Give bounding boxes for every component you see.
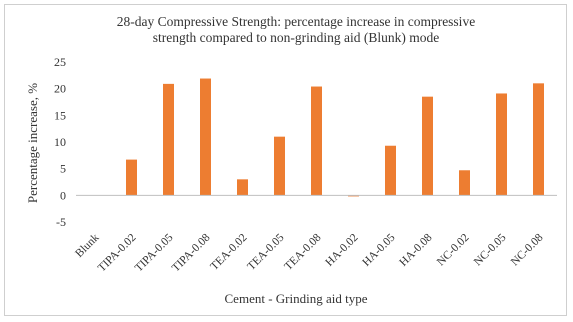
chart-frame — [4, 4, 567, 316]
x-tick-label: Blunk — [73, 231, 102, 260]
y-tick-label: 15 — [54, 108, 66, 122]
x-tick-label: TIPA-0.08 — [170, 231, 213, 274]
y-axis-label: Percentage increase, % — [25, 83, 40, 203]
y-tick-label: 0 — [60, 188, 66, 202]
y-tick-label: 5 — [60, 162, 66, 176]
bar-tea-0-08 — [311, 86, 322, 196]
x-tick-label: HA-0.08 — [397, 231, 434, 268]
y-axis-ticks: -5 0 5 10 15 20 25 — [54, 55, 66, 229]
bars — [89, 78, 544, 197]
x-axis-ticks: BlunkTIPA-0.02TIPA-0.05TIPA-0.08TEA-0.02… — [73, 231, 546, 274]
bar-tipa-0-05 — [163, 83, 174, 196]
bar-tea-0-05 — [274, 136, 285, 196]
bar-tipa-0-08 — [200, 78, 211, 196]
chart-title-line: 28-day Compressive Strength: percentage … — [117, 14, 475, 29]
x-tick-label: NC-0.02 — [435, 231, 472, 268]
bar-tea-0-02 — [237, 179, 248, 196]
y-tick-label: -5 — [56, 215, 66, 229]
y-tick-label: 10 — [54, 135, 66, 149]
bar-nc-0-08 — [533, 83, 544, 196]
x-tick-label: TEA-0.02 — [208, 231, 249, 272]
x-tick-label: HA-0.02 — [323, 231, 360, 268]
x-tick-label: TEA-0.08 — [282, 231, 323, 272]
bar-ha-0-02 — [348, 195, 359, 197]
chart-title-line: strength compared to non-grinding aid (B… — [153, 30, 439, 45]
bar-ha-0-08 — [422, 96, 433, 196]
bar-ha-0-05 — [385, 145, 396, 196]
y-tick-label: 20 — [54, 82, 66, 96]
x-axis-label: Cement - Grinding aid type — [225, 291, 368, 306]
bar-nc-0-02 — [459, 170, 470, 196]
x-tick-label: TEA-0.05 — [245, 231, 286, 272]
x-tick-label: HA-0.05 — [360, 231, 397, 268]
y-tick-label: 25 — [54, 55, 66, 69]
chart-title: 28-day Compressive Strength: percentage … — [117, 14, 475, 45]
x-tick-label: NC-0.08 — [509, 231, 546, 268]
x-tick-label: TIPA-0.05 — [133, 231, 176, 274]
x-tick-label: NC-0.05 — [472, 231, 509, 268]
bar-nc-0-05 — [496, 93, 507, 196]
x-tick-label: TIPA-0.02 — [96, 231, 139, 274]
bar-tipa-0-02 — [126, 159, 137, 196]
